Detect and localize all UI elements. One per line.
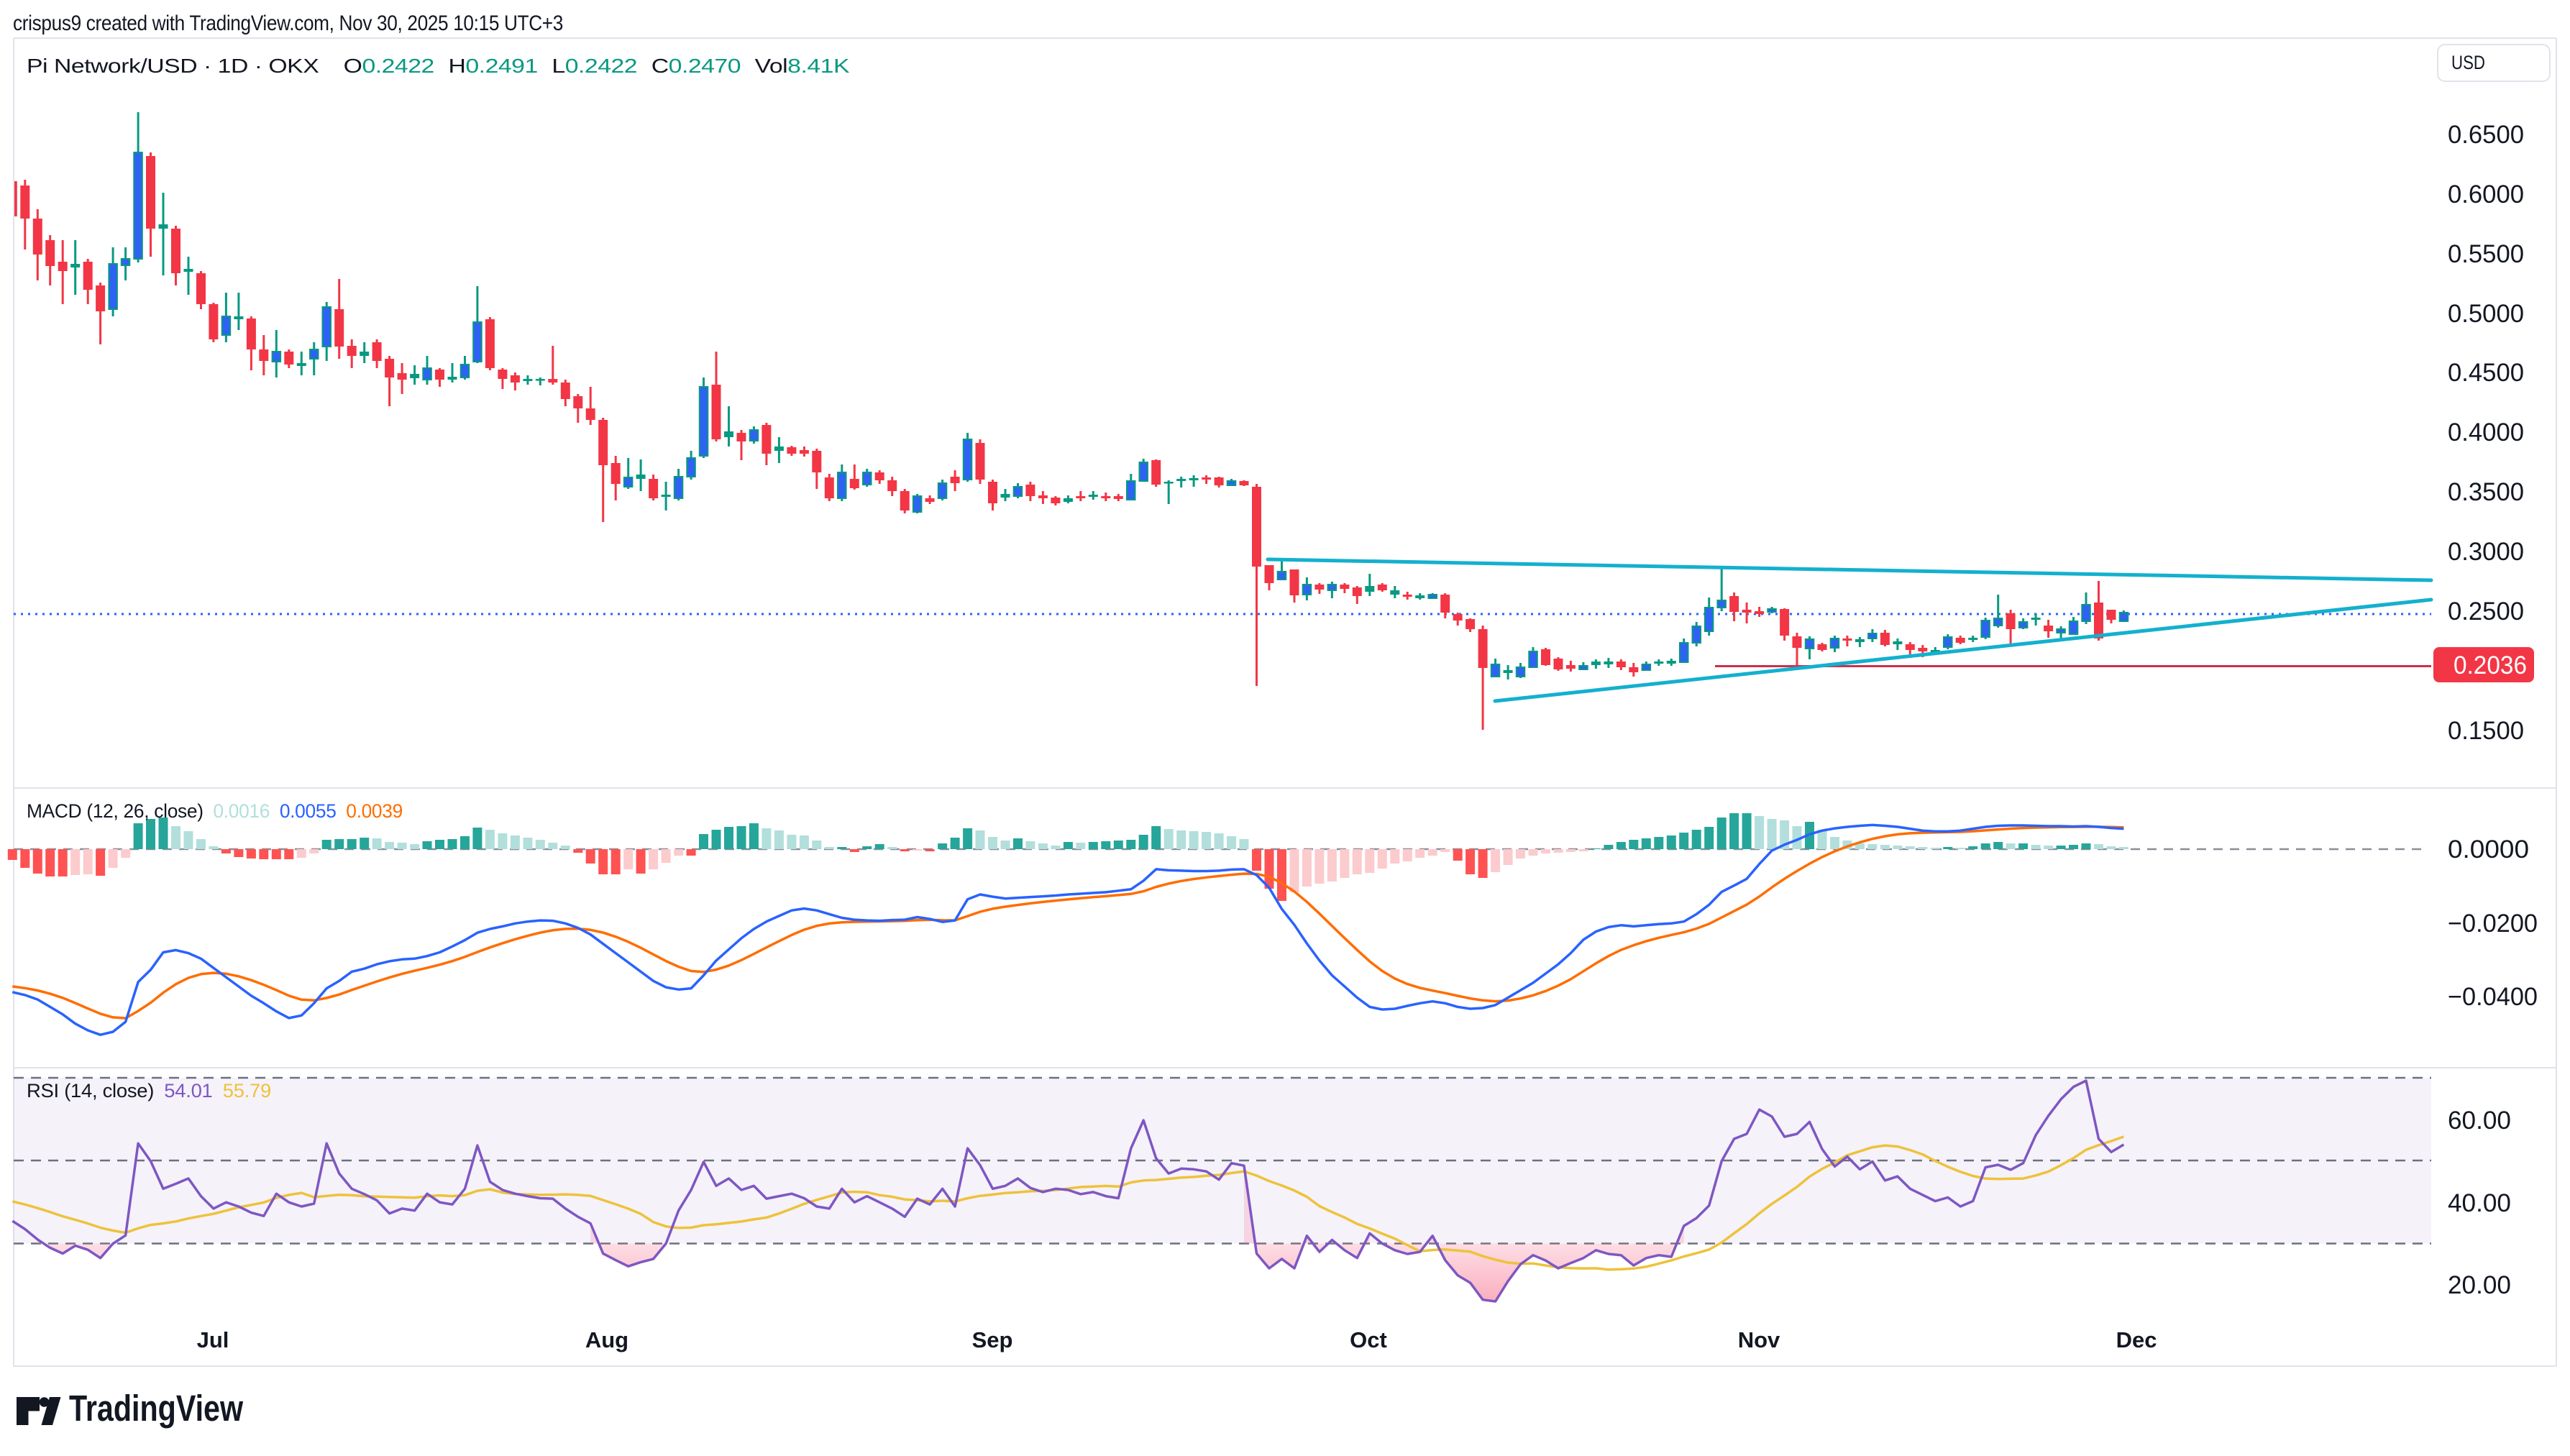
svg-text:Aug: Aug — [585, 1327, 628, 1352]
svg-text:0.4000: 0.4000 — [2448, 418, 2524, 447]
svg-text:0.4500: 0.4500 — [2448, 359, 2524, 387]
svg-text:0.3500: 0.3500 — [2448, 478, 2524, 506]
svg-text:−0.0200: −0.0200 — [2448, 910, 2538, 938]
svg-text:60.00: 60.00 — [2448, 1107, 2511, 1135]
svg-text:0.3000: 0.3000 — [2448, 538, 2524, 566]
svg-text:Dec: Dec — [2116, 1327, 2157, 1352]
svg-text:0.5000: 0.5000 — [2448, 300, 2524, 328]
svg-text:0.0000: 0.0000 — [2448, 835, 2529, 864]
svg-text:40.00: 40.00 — [2448, 1189, 2511, 1217]
svg-text:crispus9 created with TradingV: crispus9 created with TradingView.com, N… — [13, 12, 563, 35]
svg-text:−0.0400: −0.0400 — [2448, 983, 2538, 1011]
svg-text:0.1500: 0.1500 — [2448, 717, 2524, 745]
svg-text:0.5500: 0.5500 — [2448, 240, 2524, 268]
svg-text:TradingView: TradingView — [69, 1388, 243, 1429]
svg-text:0.6000: 0.6000 — [2448, 180, 2524, 209]
svg-text:Nov: Nov — [1738, 1327, 1780, 1352]
svg-text:Sep: Sep — [972, 1327, 1013, 1352]
svg-text:Oct: Oct — [1350, 1327, 1387, 1352]
svg-text:0.2036: 0.2036 — [2454, 651, 2527, 679]
svg-text:0.2500: 0.2500 — [2448, 597, 2524, 626]
svg-text:Jul: Jul — [197, 1327, 229, 1352]
svg-text:0.6500: 0.6500 — [2448, 121, 2524, 149]
svg-text:USD: USD — [2451, 52, 2485, 73]
svg-text:20.00: 20.00 — [2448, 1271, 2511, 1299]
